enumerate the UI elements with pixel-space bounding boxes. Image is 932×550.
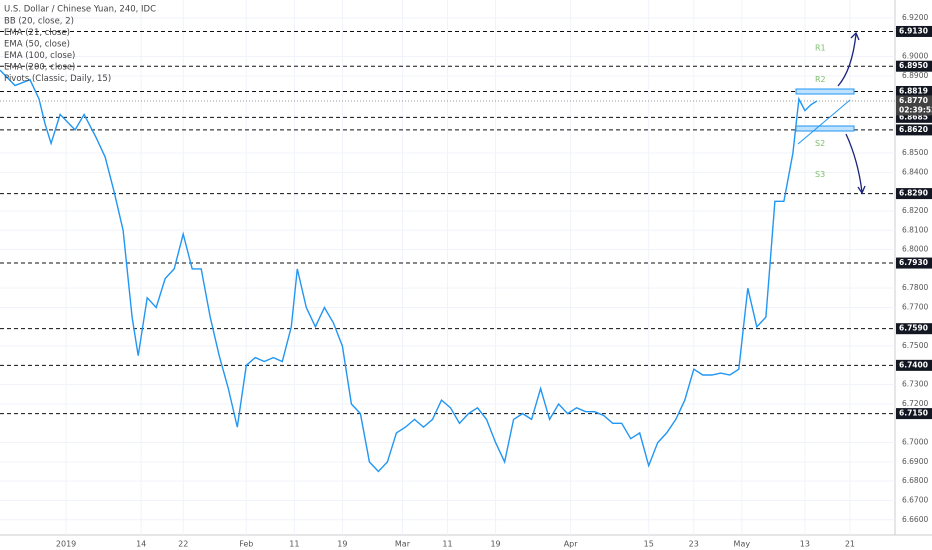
y-tick-label: 6.6800 [902,476,928,485]
x-tick-label: 14 [136,540,146,549]
last-price-label: 6.8770 [899,96,928,105]
indicator-label: Pivots (Classic, Daily, 15) [4,74,111,84]
y-tick-label: 6.6600 [902,515,928,524]
up-arrow-head [850,31,860,41]
x-tick-label: 2019 [56,540,76,549]
indicator-label: EMA (21, close) [4,28,70,38]
countdown: 02:39:52 [899,105,932,114]
up-arrow [837,33,857,87]
x-tick-label: 13 [800,540,810,549]
last-price-bg [896,95,932,116]
y-tick-label: 6.7700 [902,302,928,311]
level-label: 6.8685 [899,112,928,121]
level-label-bg [896,60,932,72]
level-label-bg [896,257,932,269]
level-label-bg [896,188,932,200]
level-label: 6.9130 [899,26,928,35]
y-tick-label: 6.8900 [902,71,928,80]
x-tick-label: Mar [395,540,411,549]
y-tick-label: 6.8500 [902,148,928,157]
indicator-label: EMA (100, close) [4,51,75,61]
x-tick-label: 15 [644,540,654,549]
grid-layer [0,0,895,535]
x-tick-label: May [734,540,751,549]
x-tick-label: 23 [689,540,699,549]
level-label: 6.8620 [899,125,928,134]
y-tick-label: 6.9200 [902,13,928,22]
y-tick-label: 6.6700 [902,495,928,504]
level-label: 6.8290 [899,189,928,198]
legend: U.S. Dollar / Chinese Yuan, 240, IDC BB … [4,5,156,85]
level-label-bg [896,124,932,136]
x-tick-label: 22 [178,540,188,549]
y-tick-label: 6.7300 [902,380,928,389]
chart-title: U.S. Dollar / Chinese Yuan, 240, IDC [4,5,156,15]
x-tick-label: 21 [845,540,855,549]
level-label-bg [896,111,932,123]
level-label-bg [896,408,932,420]
resistance-box [795,88,855,95]
y-tick-label: 6.8200 [902,206,928,215]
pivot-label: R2 [815,75,826,84]
axis-layer: 6.9200 6.9000 6.8900 6.8500 6.8400 6.8200 6.81… [56,13,932,549]
y-tick-label: 6.7800 [902,283,928,292]
x-tick-label: 11 [289,540,299,549]
support-box [795,125,855,132]
level-label: 6.8950 [899,61,928,70]
level-label-bg [896,359,932,371]
price-line [0,69,818,473]
pivot-label: S2 [815,139,825,148]
y-tick-label: 6.7200 [902,399,928,408]
y-tick-label: 6.8400 [902,167,928,176]
y-tick-label: 6.8100 [902,225,928,234]
level-label-bg [896,85,932,97]
indicator-label: EMA (50, close) [4,40,70,50]
y-tick-label: 6.9000 [902,52,928,61]
pivot-label: S3 [815,170,825,179]
plot-layer: R1 R2 S2 S3 [0,30,895,473]
x-tick-label: Apr [564,540,579,549]
level-label-bg [896,323,932,335]
y-tick-label: 6.7000 [902,438,928,447]
down-arrow [845,133,863,193]
trend-line [797,99,851,145]
level-label: 6.7400 [899,360,928,369]
y-tick-label: 6.8000 [902,245,928,254]
level-label: 6.7150 [899,409,928,418]
indicator-label: EMA (200, close) [4,63,75,73]
level-label-bg [896,25,932,37]
indicator-label: BB (20, close, 2) [4,17,74,27]
level-label: 6.7590 [899,324,928,333]
x-tick-label: 11 [442,540,452,549]
pivot-label: R1 [815,43,826,52]
y-tick-label: 6.6900 [902,457,928,466]
x-tick-label: Feb [239,540,253,549]
down-arrow-head [857,185,866,195]
x-tick-label: 19 [490,540,500,549]
level-label: 6.8819 [899,86,928,95]
x-tick-label: 19 [337,540,347,549]
y-tick-label: 6.7500 [902,341,928,350]
level-label: 6.7930 [899,258,928,267]
